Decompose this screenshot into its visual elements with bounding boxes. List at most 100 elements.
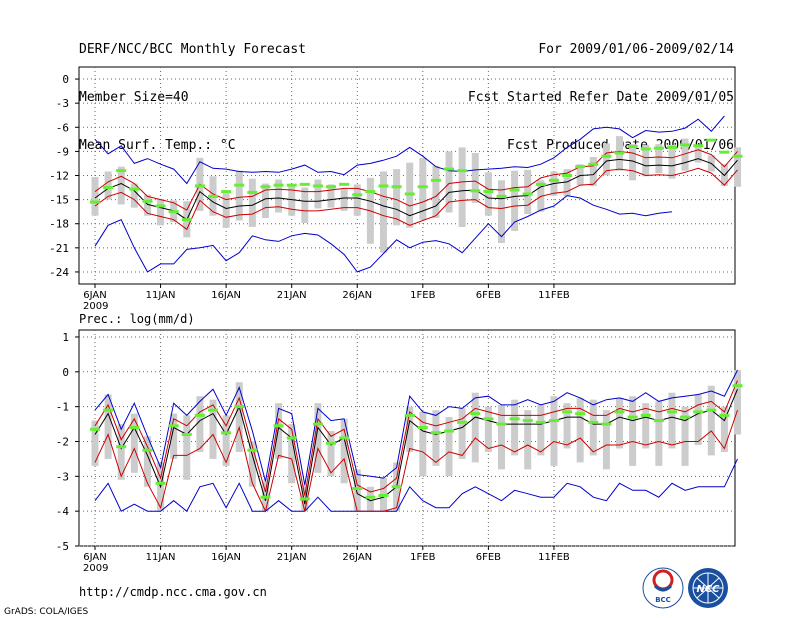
temp-box bbox=[117, 166, 125, 205]
prec-box bbox=[170, 413, 178, 459]
temp-box bbox=[734, 147, 742, 187]
prec-median-mark bbox=[168, 424, 179, 428]
temp-xtick-label: 21JAN bbox=[277, 290, 307, 301]
temp-box bbox=[642, 144, 650, 177]
prec-box bbox=[524, 410, 532, 470]
temp-mean-line bbox=[94, 158, 738, 221]
temp-median-mark bbox=[116, 169, 127, 173]
prec-box bbox=[589, 399, 597, 456]
source-url[interactable]: http://cmdp.ncc.cma.gov.cn bbox=[79, 585, 267, 599]
prec-box bbox=[707, 385, 715, 456]
temp-year-label: 2009 bbox=[83, 301, 108, 312]
prec-box bbox=[458, 408, 466, 459]
temp-median-mark bbox=[483, 190, 494, 194]
temp-ytick-label: -12 bbox=[49, 170, 69, 183]
prec-box bbox=[720, 406, 728, 452]
temp-ytick-label: -9 bbox=[56, 145, 69, 158]
prec-median-mark bbox=[719, 413, 730, 417]
prec-ytick-label: -5 bbox=[56, 540, 69, 553]
temp-xtick-label: 11FEB bbox=[538, 290, 570, 301]
temp-box bbox=[222, 193, 230, 228]
temp-box bbox=[353, 184, 361, 216]
temp-box bbox=[432, 165, 440, 219]
temp-box bbox=[104, 171, 112, 200]
temp-box bbox=[563, 169, 571, 197]
prec-xtick-label: 16JAN bbox=[211, 552, 241, 563]
temp-box bbox=[497, 180, 505, 244]
prec-median-mark bbox=[352, 487, 363, 491]
temp-median-mark bbox=[103, 186, 114, 190]
prec-median-mark bbox=[470, 412, 481, 416]
prec-median-mark bbox=[666, 410, 677, 414]
temp-box bbox=[393, 169, 401, 226]
prec-box bbox=[327, 431, 335, 477]
prec-xtick-label: 6FEB bbox=[476, 552, 501, 563]
prec-box bbox=[629, 396, 637, 466]
temp-box bbox=[589, 157, 597, 186]
temp-median-mark bbox=[273, 183, 284, 187]
temp-box bbox=[301, 187, 309, 223]
prec-median-mark bbox=[457, 420, 468, 424]
temp-median-mark bbox=[286, 183, 297, 187]
prec-median-mark bbox=[575, 412, 586, 416]
temp-median-mark bbox=[444, 167, 455, 171]
temp-median-mark bbox=[470, 189, 481, 193]
prec-median-mark bbox=[247, 448, 258, 452]
temp-box bbox=[694, 145, 702, 163]
prec-median-mark bbox=[286, 436, 297, 440]
temp-box bbox=[524, 169, 532, 215]
prec-box bbox=[432, 410, 440, 466]
temp-box bbox=[314, 179, 322, 209]
prec-box bbox=[117, 424, 125, 480]
prec-box bbox=[288, 424, 296, 484]
prec-box bbox=[681, 406, 689, 466]
prec-median-mark bbox=[483, 417, 494, 421]
ncc-logo: NCC bbox=[688, 568, 728, 608]
prec-median-mark bbox=[640, 413, 651, 417]
temp-xtick-label: 26JAN bbox=[342, 290, 372, 301]
prec-year-label: 2009 bbox=[83, 563, 108, 574]
temp-ytick-label: -24 bbox=[49, 266, 69, 279]
temp-median-mark bbox=[719, 150, 730, 154]
temp-median-mark bbox=[653, 146, 664, 150]
temp-median-mark bbox=[168, 210, 179, 214]
prec-box bbox=[576, 397, 584, 463]
prec-box bbox=[471, 392, 479, 463]
temp-median-mark bbox=[535, 182, 546, 186]
prec-box bbox=[642, 403, 650, 449]
prec-box bbox=[222, 415, 230, 466]
prec-median-mark bbox=[90, 427, 100, 431]
temp-median-mark bbox=[194, 184, 205, 188]
prec-median-mark bbox=[706, 408, 717, 412]
prec-median-mark bbox=[404, 413, 415, 417]
prec-box bbox=[511, 399, 519, 456]
prec-box bbox=[366, 486, 374, 512]
prec-ytick-label: -3 bbox=[56, 470, 69, 483]
prec-box bbox=[209, 399, 217, 459]
ncc-logo-text: NCC bbox=[696, 584, 720, 595]
temp-median-mark bbox=[404, 192, 415, 196]
temp-median-mark bbox=[234, 183, 245, 187]
temp-median-mark bbox=[496, 194, 507, 198]
temp-median-mark bbox=[614, 151, 625, 155]
temp-median-mark bbox=[417, 185, 428, 189]
prec-box bbox=[445, 417, 453, 477]
temp-ytick-label: -18 bbox=[49, 218, 69, 231]
prec-median-mark bbox=[430, 431, 441, 435]
prec-ytick-label: 1 bbox=[62, 331, 69, 344]
temp-median-mark bbox=[601, 154, 612, 158]
started-refer-date: Fcst Started Refer Date 2009/01/05 bbox=[467, 90, 734, 105]
temp-median-mark bbox=[247, 190, 258, 194]
prec-median-mark bbox=[522, 419, 533, 423]
prec-median-mark bbox=[221, 431, 232, 435]
prec-median-mark bbox=[417, 426, 428, 430]
prec-box bbox=[196, 396, 204, 452]
prec-median-mark bbox=[339, 436, 350, 440]
prec-box bbox=[419, 411, 427, 477]
prec-xtick-label: 11JAN bbox=[146, 552, 176, 563]
prec-median-mark bbox=[365, 495, 376, 499]
temp-box bbox=[629, 144, 637, 181]
prec-median-mark bbox=[155, 481, 166, 485]
prec-upper-line bbox=[94, 380, 738, 496]
temp-median-mark bbox=[378, 184, 389, 188]
